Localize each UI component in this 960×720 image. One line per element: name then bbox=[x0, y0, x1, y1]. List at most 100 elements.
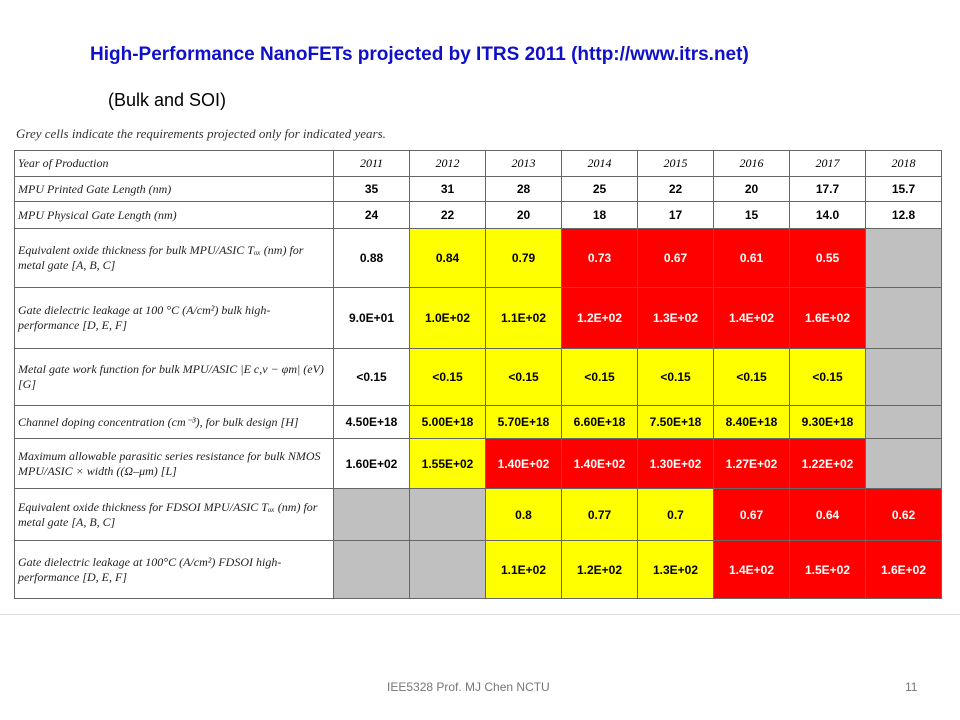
value-cell: 0.7 bbox=[637, 488, 714, 541]
year-header: 2015 bbox=[637, 150, 714, 177]
value-cell: 1.30E+02 bbox=[637, 438, 714, 489]
value-cell: 5.70E+18 bbox=[485, 405, 562, 439]
value-cell: <0.15 bbox=[789, 348, 866, 406]
footer-course: IEE5328 Prof. MJ Chen NCTU bbox=[387, 680, 550, 694]
value-cell: 0.55 bbox=[789, 228, 866, 288]
year-header: 2018 bbox=[865, 150, 942, 177]
table-note: Grey cells indicate the requirements pro… bbox=[16, 126, 386, 141]
value-cell: 1.6E+02 bbox=[789, 287, 866, 349]
table-row: MPU Physical Gate Length (nm) 24 22 20 18 17 1… bbox=[14, 201, 942, 229]
year-header: 2012 bbox=[409, 150, 486, 177]
table-row: Gate dielectric leakage at 100°C (A/cm²)… bbox=[14, 540, 942, 599]
year-header: 2017 bbox=[789, 150, 866, 177]
value-cell: 14.0 bbox=[789, 201, 866, 229]
year-header: 2014 bbox=[561, 150, 638, 177]
value-cell bbox=[865, 405, 942, 439]
value-cell: 28 bbox=[485, 176, 562, 202]
value-cell bbox=[333, 540, 410, 599]
table-row: Maximum allowable parasitic series resis… bbox=[14, 438, 942, 489]
value-cell: 18 bbox=[561, 201, 638, 229]
header-label: Year of Production bbox=[14, 150, 334, 177]
value-cell: 1.3E+02 bbox=[637, 540, 714, 599]
value-cell: 8.40E+18 bbox=[713, 405, 790, 439]
value-cell bbox=[865, 438, 942, 489]
row-label: Metal gate work function for bulk MPU/AS… bbox=[14, 348, 334, 406]
value-cell: 0.84 bbox=[409, 228, 486, 288]
value-cell: 0.62 bbox=[865, 488, 942, 541]
value-cell: 9.0E+01 bbox=[333, 287, 410, 349]
value-cell: 1.27E+02 bbox=[713, 438, 790, 489]
value-cell: 25 bbox=[561, 176, 638, 202]
value-cell: 17.7 bbox=[789, 176, 866, 202]
table-row: Equivalent oxide thickness for FDSOI MPU… bbox=[14, 488, 942, 541]
itrs-table: Year of Production 2011 2012 2013 2014 2015 20… bbox=[14, 150, 942, 599]
row-label: Equivalent oxide thickness for FDSOI MPU… bbox=[14, 488, 334, 541]
value-cell: 1.2E+02 bbox=[561, 540, 638, 599]
header-row: Year of Production 2011 2012 2013 2014 2015 20… bbox=[14, 150, 942, 177]
value-cell: 0.79 bbox=[485, 228, 562, 288]
year-header: 2011 bbox=[333, 150, 410, 177]
row-label: Equivalent oxide thickness for bulk MPU/… bbox=[14, 228, 334, 288]
row-label: MPU Physical Gate Length (nm) bbox=[14, 201, 334, 229]
value-cell: 9.30E+18 bbox=[789, 405, 866, 439]
value-cell: 12.8 bbox=[865, 201, 942, 229]
value-cell: 31 bbox=[409, 176, 486, 202]
row-label: Gate dielectric leakage at 100 °C (A/cm²… bbox=[14, 287, 334, 349]
value-cell: 7.50E+18 bbox=[637, 405, 714, 439]
value-cell: 0.61 bbox=[713, 228, 790, 288]
value-cell bbox=[409, 540, 486, 599]
value-cell: 1.4E+02 bbox=[713, 287, 790, 349]
value-cell: 22 bbox=[409, 201, 486, 229]
subtitle: (Bulk and SOI) bbox=[108, 90, 227, 110]
row-label: Gate dielectric leakage at 100°C (A/cm²)… bbox=[14, 540, 334, 599]
table-row: Channel doping concentration (cm⁻³), for… bbox=[14, 405, 942, 439]
value-cell: 1.40E+02 bbox=[561, 438, 638, 489]
value-cell: 15 bbox=[713, 201, 790, 229]
value-cell: <0.15 bbox=[637, 348, 714, 406]
value-cell: 1.5E+02 bbox=[789, 540, 866, 599]
row-label: MPU Printed Gate Length (nm) bbox=[14, 176, 334, 202]
value-cell: 5.00E+18 bbox=[409, 405, 486, 439]
footer-rule bbox=[0, 614, 960, 615]
value-cell: 1.3E+02 bbox=[637, 287, 714, 349]
table-row: Metal gate work function for bulk MPU/AS… bbox=[14, 348, 942, 406]
value-cell: 20 bbox=[713, 176, 790, 202]
table-row: Gate dielectric leakage at 100 °C (A/cm²… bbox=[14, 287, 942, 349]
table-row: Equivalent oxide thickness for bulk MPU/… bbox=[14, 228, 942, 288]
value-cell: 1.6E+02 bbox=[865, 540, 942, 599]
value-cell: <0.15 bbox=[561, 348, 638, 406]
value-cell: <0.15 bbox=[409, 348, 486, 406]
value-cell: <0.15 bbox=[713, 348, 790, 406]
value-cell: 22 bbox=[637, 176, 714, 202]
value-cell: 1.1E+02 bbox=[485, 540, 562, 599]
year-header: 2013 bbox=[485, 150, 562, 177]
value-cell: 0.77 bbox=[561, 488, 638, 541]
value-cell: 0.67 bbox=[713, 488, 790, 541]
value-cell: 0.64 bbox=[789, 488, 866, 541]
row-label: Channel doping concentration (cm⁻³), for… bbox=[14, 405, 334, 439]
value-cell bbox=[409, 488, 486, 541]
value-cell: 20 bbox=[485, 201, 562, 229]
value-cell: 0.67 bbox=[637, 228, 714, 288]
value-cell: 4.50E+18 bbox=[333, 405, 410, 439]
value-cell bbox=[865, 287, 942, 349]
title: High-Performance NanoFETs projected by I… bbox=[90, 44, 749, 65]
value-cell bbox=[865, 348, 942, 406]
value-cell: 0.8 bbox=[485, 488, 562, 541]
page-number: 11 bbox=[905, 680, 918, 694]
value-cell: 1.60E+02 bbox=[333, 438, 410, 489]
value-cell: 1.40E+02 bbox=[485, 438, 562, 489]
value-cell: 1.0E+02 bbox=[409, 287, 486, 349]
value-cell: 0.88 bbox=[333, 228, 410, 288]
value-cell: 35 bbox=[333, 176, 410, 202]
value-cell: 0.73 bbox=[561, 228, 638, 288]
value-cell: <0.15 bbox=[485, 348, 562, 406]
value-cell: 1.22E+02 bbox=[789, 438, 866, 489]
table-row: MPU Printed Gate Length (nm) 35 31 28 25 22 20… bbox=[14, 176, 942, 202]
value-cell: 1.2E+02 bbox=[561, 287, 638, 349]
value-cell: 24 bbox=[333, 201, 410, 229]
value-cell bbox=[333, 488, 410, 541]
value-cell: <0.15 bbox=[333, 348, 410, 406]
value-cell: 15.7 bbox=[865, 176, 942, 202]
